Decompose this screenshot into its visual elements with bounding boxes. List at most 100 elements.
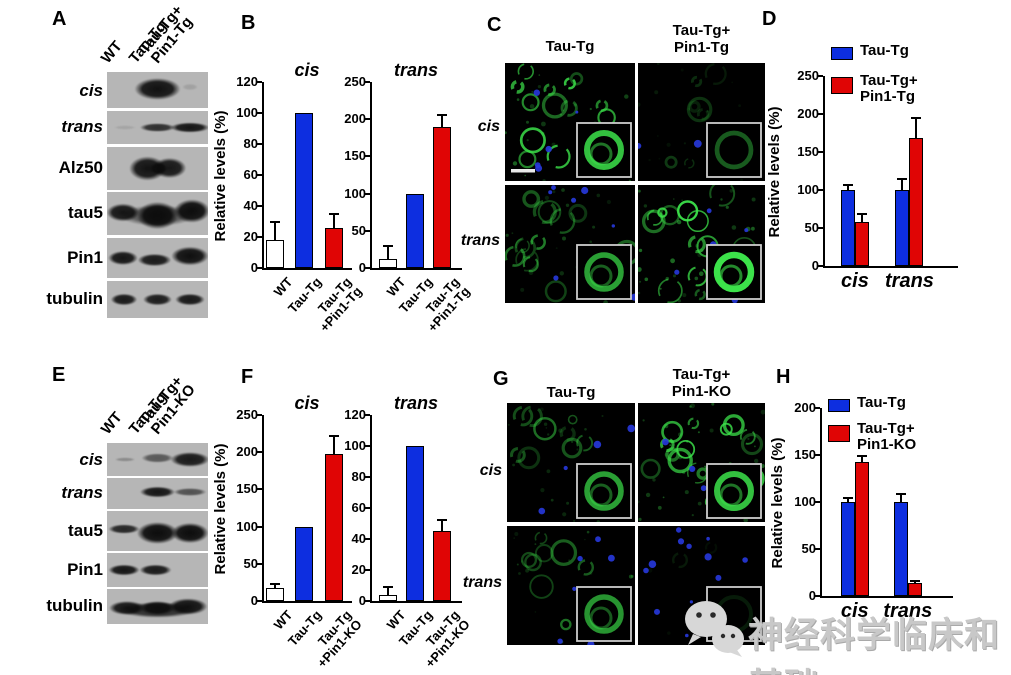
y-tick-label: 50	[801, 541, 816, 556]
error-bar	[332, 435, 335, 455]
blot-band	[133, 252, 176, 268]
y-axis-tick	[364, 507, 370, 509]
y-tick-label: 200	[797, 106, 819, 121]
error-bar-cap	[383, 586, 394, 589]
y-tick-label: 200	[794, 400, 816, 415]
blot-band	[168, 486, 208, 497]
data-bar	[295, 113, 314, 268]
blot-a-row-label-alz50: Alz50	[58, 158, 103, 177]
data-bar	[265, 240, 284, 268]
y-axis-tick	[364, 445, 370, 447]
y-axis-tick	[364, 538, 370, 540]
error-bar-cap	[328, 212, 339, 215]
chart-title-f-cis: cis	[294, 393, 320, 413]
micro-c-col-label-tau-tg-pin1-tg: Tau-Tg+ Pin1-Tg	[672, 22, 731, 56]
error-bar-cap	[269, 582, 280, 585]
y-axis-tick	[814, 501, 820, 503]
y-axis-tick	[817, 265, 823, 267]
data-bar	[909, 138, 924, 266]
legend-label-tau-tg-h: Tau-Tg	[857, 394, 906, 411]
panel-letter-h: H	[776, 366, 791, 388]
blot-e-row-label-trans: trans	[61, 483, 103, 502]
western-blot-a-cis	[107, 72, 208, 108]
y-tick-label: 0	[250, 593, 258, 608]
panel-letter-f: F	[241, 366, 254, 388]
y-axis-tick	[364, 192, 370, 195]
data-bar	[406, 446, 425, 601]
y-tick-label: 80	[243, 136, 258, 151]
y-axis-tick	[256, 112, 262, 114]
y-axis-tick	[364, 476, 370, 478]
blot-band	[165, 519, 208, 547]
y-axis-tick	[817, 227, 823, 229]
bar-chart-h: 0 50 100 150 200 cis trans	[794, 400, 953, 622]
error-bar-cap	[897, 177, 908, 180]
data-bar	[895, 190, 910, 266]
y-tick-label: 40	[243, 198, 258, 213]
y-tick-label: 150	[344, 148, 366, 164]
data-bar	[907, 582, 922, 596]
error-bar	[915, 117, 918, 139]
y-axis-tick	[256, 562, 262, 565]
y-axis-tick	[817, 75, 823, 77]
data-bar	[433, 531, 452, 601]
x-category-label: trans	[885, 270, 934, 292]
blot-e-row-label-tau5: tau5	[68, 521, 103, 540]
y-tick-label: 200	[344, 111, 366, 127]
western-blot-a-pin1	[107, 238, 208, 278]
micro-c-col-label-tau-tg: Tau-Tg	[545, 38, 595, 55]
chart-title-b-cis: cis	[294, 60, 320, 80]
blot-band	[168, 196, 208, 227]
wechat-logo-icon	[685, 601, 744, 657]
blot-band	[179, 83, 200, 92]
y-tick-label: 50	[804, 220, 819, 235]
y-axis-tick	[364, 569, 370, 571]
error-bar-cap	[383, 244, 394, 247]
y-axis-tick	[817, 189, 823, 191]
blot-band	[107, 292, 142, 307]
western-blot-a-trans	[107, 111, 208, 144]
data-bar	[893, 502, 908, 596]
micrograph-g-trans-tau-tg	[507, 526, 635, 645]
data-bar	[840, 190, 855, 266]
chart-title-f-trans: trans	[393, 393, 438, 413]
y-axis-tick	[256, 267, 262, 269]
error-bar-cap	[842, 497, 853, 500]
y-tick-label: 20	[351, 562, 366, 577]
y-axis-tick	[364, 118, 370, 121]
y-axis-tick	[814, 407, 820, 409]
blot-a-row-label-tubulin: tubulin	[46, 289, 103, 308]
y-tick-label: 250	[236, 407, 258, 422]
micro-g-row-label-trans: trans	[462, 574, 502, 591]
blot-e-row-label-pin1: Pin1	[67, 560, 103, 579]
western-blot-a-tau5	[107, 192, 208, 235]
micrograph-c-trans-pin1-tg	[638, 185, 765, 303]
y-axis-tick	[256, 488, 262, 491]
error-bar	[332, 213, 335, 228]
data-bar	[379, 259, 398, 268]
error-bar	[441, 115, 444, 127]
blot-e-row-label-tubulin: tubulin	[46, 596, 103, 615]
y-axis-tick	[814, 454, 820, 456]
bar-chart-b-cis: 0 20 40 60 80 100 120 WT Tau-Tg Tau-Tg +Pin1-Tg	[236, 74, 364, 335]
y-axis-tick	[256, 600, 262, 602]
y-axis-tick	[814, 548, 820, 550]
y-axis-tick	[364, 229, 370, 232]
micro-c-row-label-cis: cis	[477, 118, 500, 135]
blot-band	[165, 243, 208, 269]
blot-a-row-label-pin1: Pin1	[67, 248, 103, 267]
axis-label-relative-levels-f: Relative levels (%)	[212, 443, 229, 575]
error-bar-cap	[856, 213, 867, 216]
panel-letter-g: G	[493, 368, 509, 390]
y-axis-tick	[256, 81, 262, 83]
blot-a-row-label-cis: cis	[79, 81, 103, 100]
blot-band	[170, 292, 208, 307]
watermark-text: 神经科学临床和基础	[748, 616, 1001, 675]
error-bar-cap	[909, 579, 920, 582]
x-category-label: cis	[841, 270, 869, 292]
blot-band	[139, 292, 176, 307]
x-category-label: cis	[840, 600, 869, 622]
error-bar-cap	[895, 493, 906, 496]
blot-band	[128, 74, 187, 103]
blot-band	[147, 161, 170, 176]
